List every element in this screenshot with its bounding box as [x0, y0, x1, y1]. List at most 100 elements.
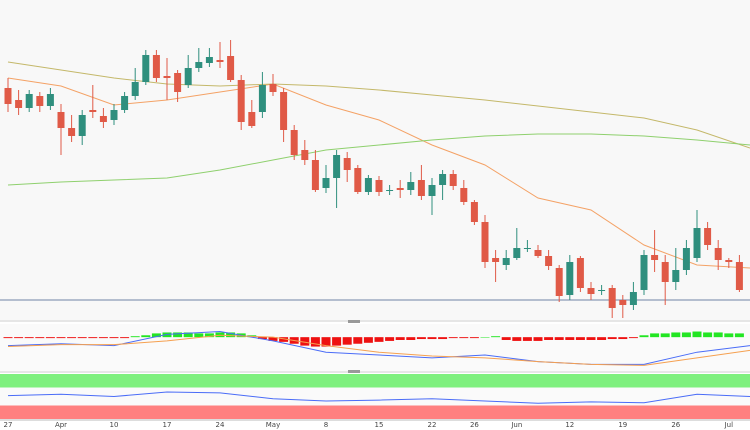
- x-tick-label: 27: [4, 421, 13, 429]
- macd-bar: [310, 337, 320, 347]
- macd-bar: [628, 337, 638, 339]
- candle-body: [704, 228, 712, 245]
- macd-bar: [363, 337, 373, 343]
- macd-bar: [469, 337, 479, 339]
- macd-bar: [491, 336, 501, 338]
- macd-bar: [681, 332, 691, 338]
- macd-bar: [671, 332, 681, 338]
- macd-bar: [586, 337, 596, 340]
- candle-body: [290, 130, 298, 155]
- macd-bar: [650, 333, 660, 338]
- macd-bar: [300, 337, 310, 346]
- macd-bar: [639, 335, 649, 338]
- moving-average: [7, 133, 750, 186]
- x-tick-label: 24: [216, 421, 225, 429]
- candle-body: [513, 248, 521, 258]
- macd-bar: [448, 337, 458, 339]
- candle-body: [428, 185, 436, 196]
- macd-bar: [660, 333, 670, 338]
- macd-bar: [395, 337, 405, 340]
- candle-body: [640, 255, 648, 290]
- macd-bar: [406, 337, 416, 340]
- macd-bar: [703, 332, 713, 338]
- x-tick-label: 12: [565, 421, 574, 429]
- macd-bar: [480, 337, 490, 338]
- candle-body: [629, 292, 637, 305]
- macd-bar: [607, 337, 617, 340]
- macd-bar: [724, 333, 734, 338]
- candle-body: [714, 248, 722, 260]
- candle-body: [36, 96, 44, 106]
- candle-body: [492, 258, 500, 262]
- candle-body: [502, 258, 510, 265]
- macd-bar: [565, 337, 575, 340]
- macd-bar: [332, 337, 342, 346]
- candle-body: [396, 188, 404, 190]
- macd-bar: [141, 335, 151, 338]
- candle-body: [99, 116, 107, 122]
- candle-body: [661, 262, 669, 282]
- x-tick-label: Jul: [724, 421, 734, 429]
- candle-body: [311, 160, 319, 190]
- candle-body: [142, 55, 150, 82]
- rsi-line: [7, 391, 750, 404]
- candle-body: [375, 180, 383, 192]
- x-tick-label: 26: [671, 421, 680, 429]
- candle-body: [449, 174, 457, 186]
- macd-bar: [438, 337, 448, 340]
- candle-body: [333, 155, 341, 178]
- candle-body: [174, 73, 182, 92]
- candle-body: [555, 268, 563, 296]
- macd-bar: [512, 337, 522, 341]
- price-panel: [0, 0, 750, 320]
- candle-body: [78, 115, 86, 136]
- x-tick-label: Jun: [510, 421, 522, 429]
- moving-average: [7, 61, 750, 149]
- candle-body: [301, 150, 309, 160]
- macd-bar: [374, 337, 384, 342]
- candle-body: [364, 178, 372, 192]
- macd-bar: [342, 337, 352, 345]
- macd-bar: [279, 337, 289, 342]
- macd-bar: [226, 332, 236, 338]
- candle-body: [354, 168, 362, 192]
- candle-body: [121, 96, 129, 110]
- candle-body: [89, 110, 97, 112]
- candle-body: [280, 92, 288, 130]
- macd-bar: [321, 337, 331, 347]
- macd-bar: [77, 337, 87, 339]
- resize-handle[interactable]: [348, 320, 360, 323]
- macd-bar: [204, 333, 214, 338]
- macd-bar: [120, 337, 130, 339]
- macd-bar: [713, 332, 723, 338]
- macd-bar: [353, 337, 363, 344]
- candle-body: [481, 222, 489, 262]
- candle-body: [205, 57, 213, 63]
- candle-body: [608, 288, 616, 308]
- candle-body: [46, 94, 54, 106]
- macd-bar: [24, 337, 34, 339]
- candle-body: [587, 288, 595, 294]
- candle-body: [322, 178, 330, 188]
- rsi-band: [0, 405, 750, 419]
- candle-body: [725, 260, 733, 262]
- x-tick-label: 26: [470, 421, 479, 429]
- x-tick-label: May: [266, 421, 280, 429]
- macd-line: [7, 331, 750, 365]
- macd-bar: [98, 337, 108, 339]
- macd-bar: [151, 333, 161, 338]
- candle-body: [523, 248, 531, 249]
- macd-bar: [268, 337, 278, 341]
- candle-body: [598, 290, 606, 291]
- candle-body: [131, 82, 139, 96]
- candle-body: [163, 76, 171, 78]
- macd-bar: [173, 332, 183, 338]
- candle-body: [343, 158, 351, 170]
- macd-bar: [544, 337, 554, 340]
- macd-bar: [501, 337, 511, 340]
- resize-handle[interactable]: [348, 370, 360, 373]
- candle-body: [248, 112, 256, 126]
- macd-bar: [416, 337, 426, 340]
- macd-bar: [88, 337, 98, 339]
- candle-body: [672, 270, 680, 282]
